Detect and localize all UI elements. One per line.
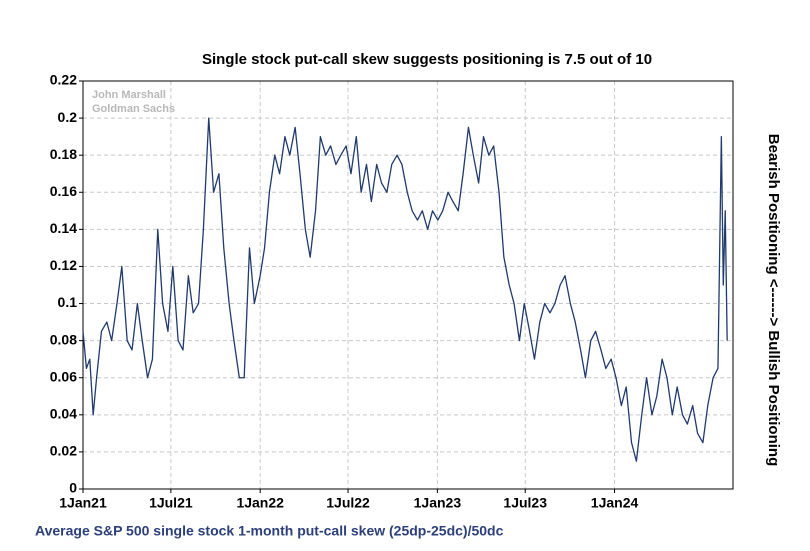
y-tick-label: 0.2: [58, 109, 78, 125]
y-tick-label: 0.18: [50, 146, 77, 162]
x-tick-label: 1Jan22: [236, 495, 284, 511]
y-tick-label: 0: [69, 480, 77, 496]
x-tick-label: 1Jan23: [414, 495, 462, 511]
caption: Average S&P 500 single stock 1-month put…: [35, 523, 504, 539]
chart-title: Single stock put-call skew suggests posi…: [202, 51, 652, 68]
x-tick-label: 1Jul23: [503, 495, 547, 511]
plot-frame: [82, 80, 734, 490]
y-tick-label: 0.16: [50, 183, 77, 199]
y-tick-label: 0.06: [50, 368, 77, 384]
watermark: Goldman Sachs: [92, 103, 175, 115]
x-tick-label: 1Jul22: [326, 495, 370, 511]
y-tick-label: 0.1: [58, 294, 78, 310]
y-tick-label: 0.12: [50, 257, 77, 273]
y-tick-label: 0.02: [50, 443, 77, 459]
data-line: [82, 117, 728, 462]
y-label-right: Bearish Positioning <------> Bullish Pos…: [765, 134, 782, 467]
y-tick-label: 0.14: [50, 220, 77, 236]
x-tick-label: 1Jan21: [59, 495, 107, 511]
x-tick-label: 1Jul21: [149, 495, 193, 511]
watermark: John Marshall: [92, 89, 166, 101]
y-tick-label: 0.22: [50, 72, 77, 88]
y-tick-label: 0.08: [50, 331, 77, 347]
y-tick-label: 0.04: [50, 406, 77, 422]
x-tick-label: 1Jan24: [591, 495, 639, 511]
